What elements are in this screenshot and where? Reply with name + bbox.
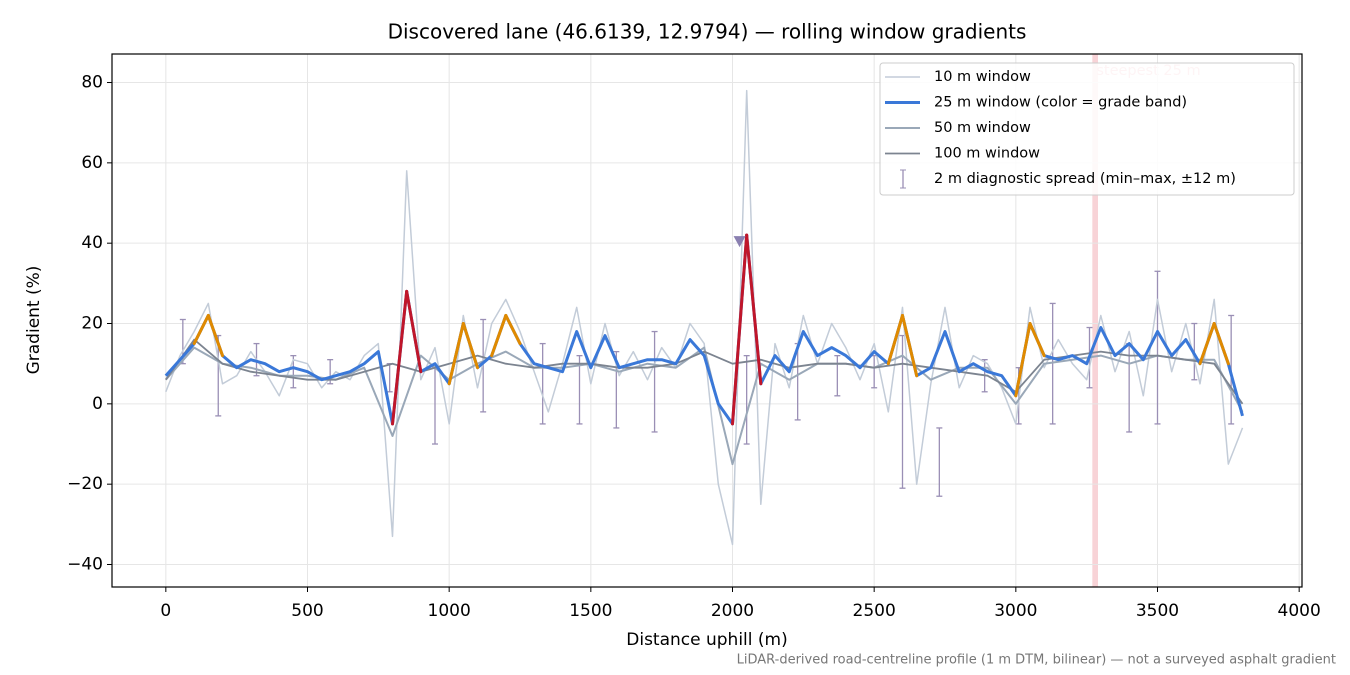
y-tick-label: 0 (92, 394, 103, 414)
grade-band-segment (490, 313, 508, 358)
grade-band-segment (391, 289, 409, 426)
grade-band-segment (745, 233, 763, 386)
grade-band-segment (447, 322, 465, 386)
x-tick-label: 2000 (711, 601, 754, 621)
legend-label: 10 m window (934, 69, 1031, 85)
line-series (165, 346, 1244, 466)
line-series (164, 233, 1244, 426)
grade-band-segment (504, 313, 522, 346)
x-tick-label: 500 (291, 601, 323, 621)
chart-title: Discovered lane (46.6139, 12.9794) — rol… (388, 20, 1027, 44)
x-tick-label: 0 (160, 601, 171, 621)
y-tick-label: 40 (81, 233, 103, 253)
plot-area (164, 89, 1244, 546)
y-tick-label: −20 (67, 474, 103, 494)
x-tick-label: 1000 (428, 601, 471, 621)
grade-band-segment (1212, 322, 1230, 366)
y-axis-label: Gradient (%) (24, 266, 44, 375)
legend-label: 25 m window (color = grade band) (934, 95, 1187, 111)
grade-band-segment (405, 289, 423, 374)
peak-marker (733, 236, 746, 248)
y-tick-label: 60 (81, 153, 103, 173)
grade-band-segment (731, 233, 749, 426)
y-tick-label: 80 (81, 73, 103, 93)
legend-label: 50 m window (934, 120, 1031, 136)
x-tick-label: 3000 (994, 601, 1037, 621)
steepest-band (1092, 54, 1098, 587)
x-tick-label: 2500 (853, 601, 896, 621)
y-tick-label: 20 (81, 314, 103, 334)
y-tick-label: −40 (67, 555, 103, 575)
footnote: LiDAR-derived road-centreline profile (1… (737, 653, 1336, 668)
legend: 10 m window 25 m window (color = grade ba… (879, 62, 1295, 196)
x-axis-label: Distance uphill (m) (626, 630, 787, 650)
grade-band-segment (886, 313, 904, 366)
x-tick-label: 4000 (1278, 601, 1321, 621)
grade-band-segment (206, 313, 224, 358)
legend-label: 100 m window (934, 146, 1040, 162)
x-tick-label: 1500 (569, 601, 612, 621)
grade-band-segment (1028, 322, 1046, 358)
grade-band-segment (1014, 322, 1032, 398)
legend-box (879, 62, 1295, 196)
grade-band-segment (901, 313, 919, 378)
plot-frame (111, 53, 1303, 588)
grade-band-segment (1198, 322, 1216, 366)
legend-label: 2 m diagnostic spread (min–max, ±12 m) (934, 171, 1236, 187)
grade-band-segment (461, 322, 479, 370)
x-tick-label: 3500 (1136, 601, 1179, 621)
grade-band-segment (192, 313, 210, 346)
